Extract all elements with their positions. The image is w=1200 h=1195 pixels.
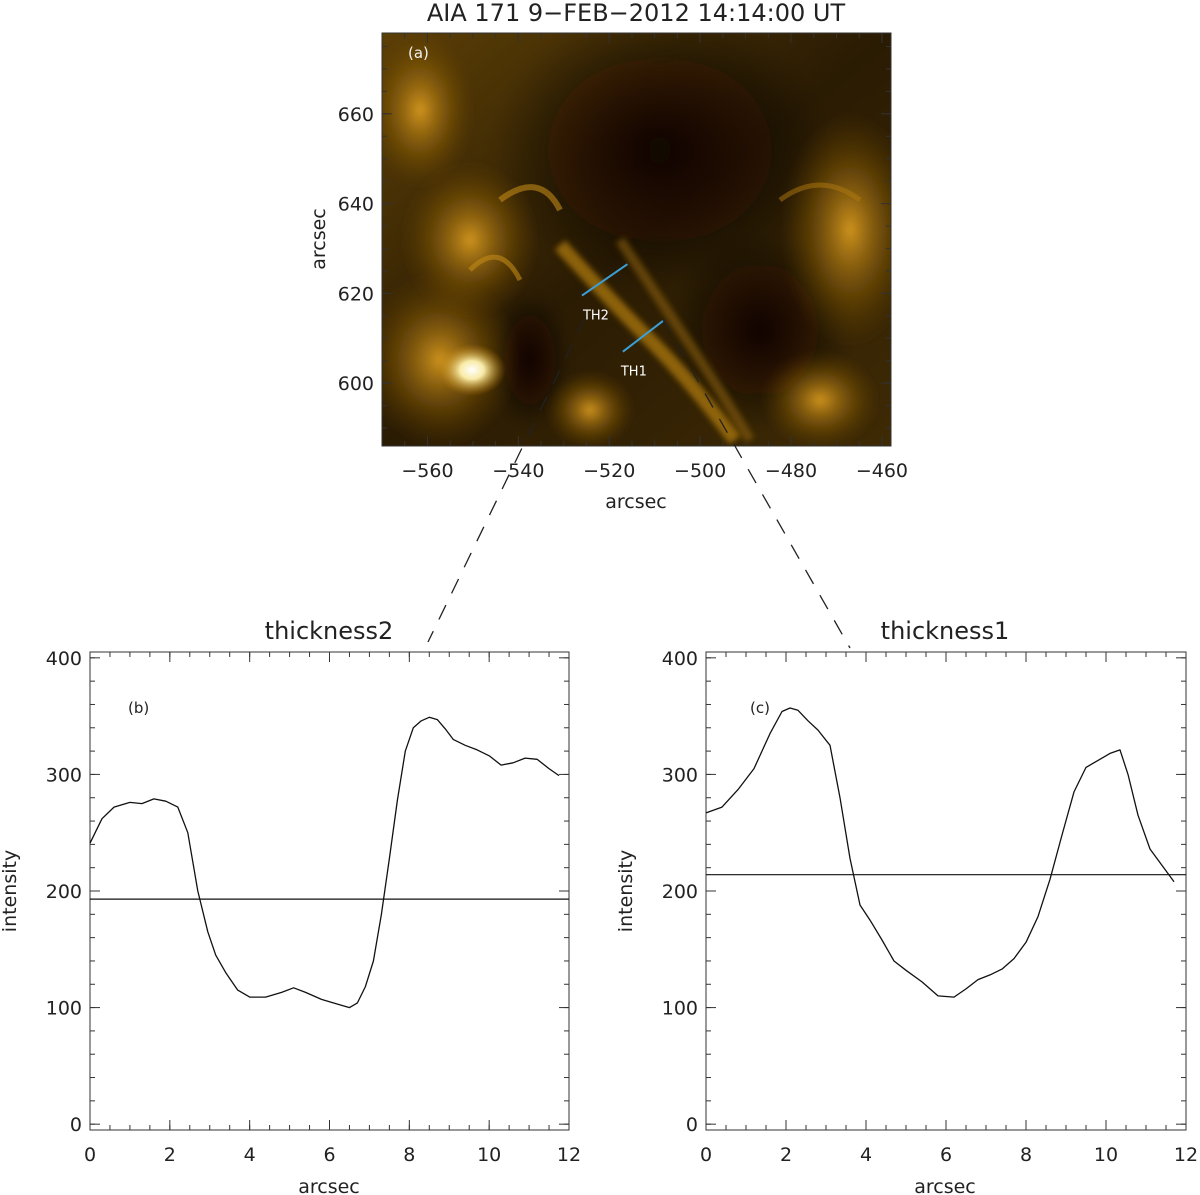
panel-c-xtick-label: 8 [1020, 1144, 1032, 1166]
panel-a-title: AIA 171 9−FEB−2012 14:14:00 UT [427, 0, 846, 27]
panel-b-xtick-label: 6 [323, 1144, 335, 1166]
panel-b-ytick-label: 100 [46, 998, 82, 1020]
panel-a: AIA 171 9−FEB−2012 14:14:00 UT (a) − [308, 0, 908, 513]
panel-c-label: (c) [750, 699, 770, 717]
panel-a-xtick-label: −560 [401, 460, 453, 482]
panel-c-xtick-label: 6 [940, 1144, 952, 1166]
connector-to-panel-b [427, 317, 586, 643]
panel-c-frame [705, 651, 1187, 1131]
panel-a-frame [381, 32, 892, 447]
panel-c-xtick-label: 2 [780, 1144, 792, 1166]
panel-c-xtick-label: 12 [1174, 1144, 1198, 1166]
panel-b-xtick-label: 12 [557, 1144, 581, 1166]
connector-to-panel-c [661, 317, 851, 649]
panel-a-ytick-label: 660 [338, 104, 374, 126]
panel-b-title: thickness2 [265, 617, 394, 645]
panel-b-ytick-label: 300 [46, 764, 82, 786]
panel-c-ytick-label: 400 [662, 648, 698, 670]
panel-b-frame [89, 651, 570, 1131]
panel-b-ylabel: intensity [0, 850, 21, 932]
panel-c-ytick-label: 100 [662, 998, 698, 1020]
panel-b-xtick-label: 0 [84, 1144, 96, 1166]
panel-c-title: thickness1 [881, 617, 1010, 645]
panel-c-xtick-label: 0 [700, 1144, 712, 1166]
panel-c-xtick-label: 4 [860, 1144, 872, 1166]
panel-a-xtick-label: −500 [674, 460, 726, 482]
cut-line-th2 [581, 263, 628, 297]
cut-label-th2: TH2 [582, 309, 609, 324]
panel-c-xtick-label: 10 [1094, 1144, 1118, 1166]
panel-a-xtick-label: −460 [856, 460, 908, 482]
panel-a-ytick-label: 640 [338, 194, 374, 216]
connector-lines [427, 317, 851, 649]
panel-b-label: (b) [128, 699, 149, 717]
panel-a-ytick-label: 600 [338, 373, 374, 395]
panel-c-ylabel: intensity [615, 850, 637, 932]
panel-a-xtick-label: −520 [583, 460, 635, 482]
panel-b: thickness2 0 2 4 6 8 10 12 0 100 200 300 400 (b) ar… [0, 617, 581, 1195]
panel-b-xtick-label: 8 [403, 1144, 415, 1166]
panel-b-xtick-label: 10 [477, 1144, 501, 1166]
cut-label-th1: TH1 [620, 365, 647, 380]
cut-line-th1 [622, 319, 665, 353]
panel-a-xlabel: arcsec [605, 491, 667, 513]
panel-c-intensity-line [705, 707, 1175, 998]
panel-b-intensity-line [89, 716, 560, 1009]
panel-c-ytick-label: 200 [662, 881, 698, 903]
panel-a-label: (a) [408, 44, 429, 62]
panel-b-ytick-label: 0 [70, 1114, 82, 1136]
panel-b-xtick-label: 4 [244, 1144, 256, 1166]
panel-c-xlabel: arcsec [914, 1176, 976, 1195]
panel-c-ytick-label: 0 [686, 1114, 698, 1136]
panel-b-xlabel: arcsec [298, 1176, 360, 1195]
panel-a-ylabel: arcsec [308, 208, 330, 270]
panel-a-ytick-label: 620 [338, 283, 374, 305]
panel-b-ytick-label: 400 [46, 648, 82, 670]
panel-b-xtick-label: 2 [164, 1144, 176, 1166]
panel-a-xtick-label: −540 [492, 460, 544, 482]
panel-a-xtick-label: −480 [765, 460, 817, 482]
solar-image [382, 33, 891, 446]
panel-b-ytick-label: 200 [46, 881, 82, 903]
panel-c-ytick-label: 300 [662, 764, 698, 786]
panel-c: thickness1 0 2 4 6 8 10 12 0 100 200 300 400 (c) ar… [615, 617, 1198, 1195]
